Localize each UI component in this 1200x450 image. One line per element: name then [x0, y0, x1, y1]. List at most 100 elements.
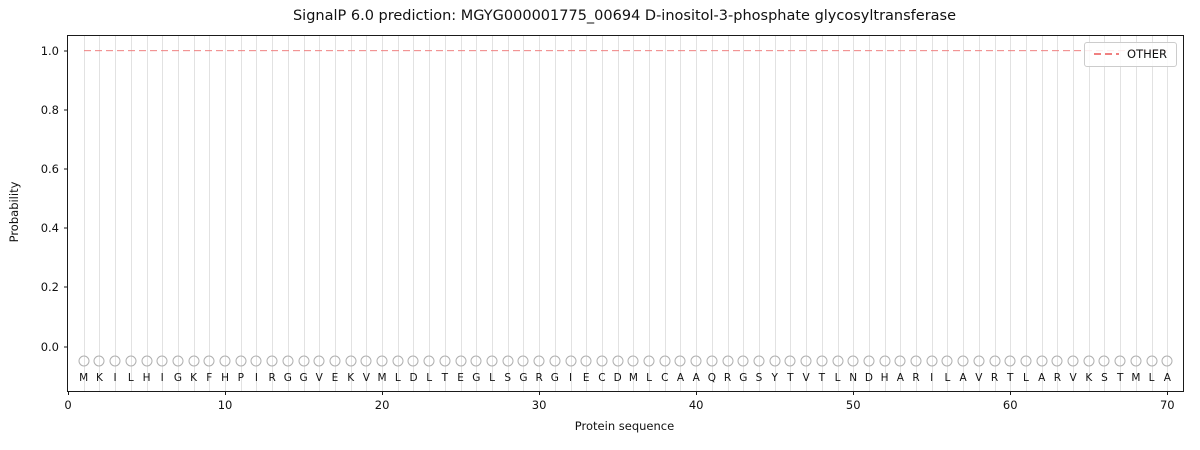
residue-marker-icon	[486, 355, 498, 367]
residue-letter: P	[237, 371, 244, 384]
residue-letter: T	[441, 371, 449, 384]
residue-letter: A	[676, 371, 685, 384]
residue-gridline	[225, 36, 227, 391]
residue-letter: L	[127, 371, 134, 384]
residue-marker-icon	[863, 355, 875, 367]
residue-marker-icon	[627, 355, 639, 367]
residue-letter: G	[519, 371, 528, 384]
residue-gridline	[319, 36, 321, 391]
residue-letter: K	[347, 371, 355, 384]
residue-letter: Q	[707, 371, 716, 384]
residue-letter: T	[787, 371, 794, 384]
residue-gridline	[1010, 36, 1012, 391]
residue-marker-icon	[141, 355, 153, 367]
y-tick-label: 0.8	[40, 102, 59, 117]
residue-gridline	[350, 36, 352, 391]
residue-gridline	[193, 36, 195, 391]
residue-letter: L	[1023, 371, 1029, 384]
residue-letter: C	[598, 371, 606, 384]
y-tick-label: 0.4	[40, 221, 59, 236]
residue-marker-icon	[847, 355, 859, 367]
y-tick-label: 1.0	[40, 43, 59, 58]
residue-gridline	[523, 36, 525, 391]
residue-letter: S	[504, 371, 512, 384]
residue-marker-icon	[219, 355, 231, 367]
y-tick-mark	[64, 168, 68, 170]
x-tick-mark	[853, 391, 855, 395]
residue-marker-icon	[360, 355, 372, 367]
residue-gridline	[978, 36, 980, 391]
chart-title: SignalP 6.0 prediction: MGYG000001775_00…	[292, 8, 957, 24]
residue-letter: V	[315, 371, 323, 384]
residue-marker-icon	[910, 355, 922, 367]
residue-gridline	[1120, 36, 1122, 391]
residue-gridline	[649, 36, 651, 391]
residue-letter: M	[79, 371, 89, 384]
residue-marker-icon	[376, 355, 388, 367]
residue-marker-icon	[313, 355, 325, 367]
residue-marker-icon	[596, 355, 608, 367]
residue-gridline	[963, 36, 965, 391]
residue-marker-icon	[816, 355, 828, 367]
y-tick-label: 0.6	[40, 162, 59, 177]
residue-letter: S	[755, 371, 763, 384]
residue-marker-icon	[1020, 355, 1032, 367]
x-tick-label: 0	[64, 398, 72, 412]
residue-marker-icon	[282, 355, 294, 367]
residue-letter: A	[1163, 371, 1171, 384]
residue-marker-icon	[894, 355, 906, 367]
residue-marker-icon	[439, 355, 451, 367]
residue-letter: R	[268, 371, 276, 384]
residue-gridline	[601, 36, 603, 391]
residue-gridline	[837, 36, 839, 391]
legend-dashed-line-icon	[1094, 53, 1120, 55]
residue-letter: K	[190, 371, 198, 384]
y-tick-mark	[64, 286, 68, 288]
residue-marker-icon	[188, 355, 200, 367]
residue-gridline	[947, 36, 949, 391]
residue-marker-icon	[203, 355, 215, 367]
residue-letter: G	[739, 371, 748, 384]
residue-gridline	[806, 36, 808, 391]
residue-gridline	[664, 36, 666, 391]
legend-label: OTHER	[1127, 47, 1167, 61]
residue-marker-icon	[879, 355, 891, 367]
residue-marker-icon	[737, 355, 749, 367]
residue-letter: R	[723, 371, 732, 384]
residue-gridline	[1025, 36, 1027, 391]
residue-gridline	[758, 36, 760, 391]
residue-marker-icon	[973, 355, 985, 367]
y-tick-mark	[64, 50, 68, 52]
residue-marker-icon	[549, 355, 561, 367]
residue-gridline	[884, 36, 886, 391]
residue-letter: H	[142, 371, 151, 384]
residue-gridline	[868, 36, 870, 391]
residue-letter: K	[95, 371, 103, 384]
residue-marker-icon	[926, 355, 938, 367]
residue-letter: D	[613, 371, 622, 384]
residue-gridline	[774, 36, 776, 391]
x-tick-mark	[539, 391, 541, 395]
residue-letter: T	[818, 371, 826, 384]
residue-gridline	[853, 36, 855, 391]
residue-gridline	[1088, 36, 1090, 391]
x-tick-mark	[382, 391, 384, 395]
residue-marker-icon	[533, 355, 545, 367]
residue-marker-icon	[266, 355, 278, 367]
residue-gridline	[256, 36, 258, 391]
residue-marker-icon	[470, 355, 482, 367]
residue-letter: M	[377, 371, 387, 384]
residue-gridline	[1041, 36, 1043, 391]
residue-letter: L	[426, 371, 433, 384]
residue-gridline	[727, 36, 729, 391]
other-probability-line	[83, 49, 1168, 52]
residue-marker-icon	[580, 355, 592, 367]
residue-letter: R	[1053, 371, 1062, 384]
residue-gridline	[617, 36, 619, 391]
residue-letter: E	[457, 371, 464, 384]
residue-marker-icon	[517, 355, 529, 367]
residue-letter: T	[1007, 371, 1014, 384]
residue-letter: T	[1116, 371, 1124, 384]
residue-letter: D	[864, 371, 873, 384]
residue-gridline	[492, 36, 493, 391]
